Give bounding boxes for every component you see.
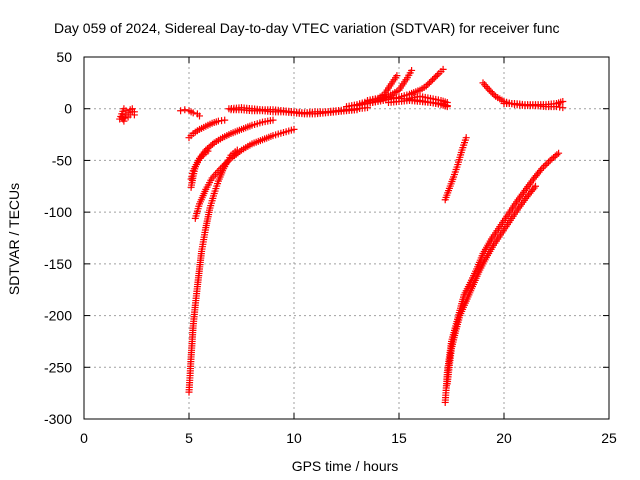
data-point	[462, 134, 470, 142]
data-point	[269, 116, 277, 124]
y-tick-label: -150	[44, 256, 72, 272]
data-segment	[500, 97, 567, 109]
x-tick-label: 25	[601, 430, 617, 446]
x-tick-label: 0	[80, 430, 88, 446]
data-point	[479, 79, 487, 87]
data-point	[177, 107, 185, 115]
data-point	[487, 88, 495, 96]
data-point	[196, 112, 203, 120]
data-series	[116, 65, 567, 406]
x-tick-label: 10	[286, 430, 302, 446]
data-point	[553, 151, 561, 159]
data-point	[408, 66, 416, 74]
data-segment	[187, 147, 212, 183]
x-tick-label: 20	[496, 430, 512, 446]
data-segment	[185, 146, 241, 396]
data-point	[121, 114, 129, 122]
data-point	[481, 81, 489, 89]
data-point	[485, 86, 493, 94]
grid-lines	[84, 57, 609, 419]
data-point	[482, 82, 490, 90]
data-segment	[185, 116, 229, 142]
data-point	[427, 77, 435, 85]
y-tick-label: -200	[44, 308, 72, 324]
data-segment	[343, 72, 401, 111]
data-point	[432, 73, 440, 81]
y-tick-label: 0	[64, 101, 72, 117]
data-point	[290, 125, 298, 133]
data-point	[181, 106, 189, 114]
data-point	[490, 91, 498, 99]
data-segment	[406, 92, 451, 107]
data-point	[539, 163, 547, 171]
y-tick-label: -50	[52, 152, 72, 168]
data-segment	[353, 66, 416, 110]
data-point	[530, 184, 538, 192]
data-point	[430, 74, 438, 82]
chart-title: Day 059 of 2024, Sidereal Day-to-day VTE…	[54, 20, 560, 36]
data-point	[433, 71, 441, 79]
data-point	[204, 147, 212, 155]
data-point	[429, 76, 437, 84]
data-point	[393, 72, 401, 80]
data-point	[425, 79, 433, 87]
data-point	[559, 104, 567, 112]
y-tick-label: 50	[56, 49, 72, 65]
x-axis-title: GPS time / hours	[292, 458, 399, 474]
y-tick-label: -300	[44, 411, 72, 427]
data-point	[189, 109, 197, 117]
y-tick-label: -250	[44, 359, 72, 375]
y-axis-title: SDTVAR / TECUs	[6, 183, 22, 295]
x-tick-label: 15	[391, 430, 407, 446]
data-point	[559, 97, 567, 105]
data-segment	[441, 134, 470, 204]
data-point	[443, 99, 451, 107]
data-point	[536, 166, 544, 174]
data-point	[543, 160, 551, 168]
data-segment	[191, 125, 298, 222]
axis-ticks: 0 5 10 15 20 25 -300 -250 -200 -150 -100 -50 0 50	[44, 49, 617, 446]
data-point	[130, 111, 138, 119]
plot-frame	[83, 56, 610, 420]
data-point	[488, 89, 496, 97]
data-point	[541, 161, 549, 169]
data-point	[424, 80, 432, 88]
data-segment	[118, 108, 138, 125]
data-point	[221, 116, 229, 124]
data-segment	[441, 149, 563, 406]
data-point	[545, 158, 553, 166]
data-segment	[177, 106, 203, 120]
data-point	[422, 82, 430, 90]
data-point	[538, 165, 546, 173]
data-point	[555, 149, 563, 157]
data-point	[120, 117, 128, 125]
data-point	[484, 84, 492, 92]
y-tick-label: -100	[44, 204, 72, 220]
data-point	[532, 182, 539, 190]
data-segment	[227, 106, 361, 118]
data-point	[439, 65, 447, 73]
data-segment	[443, 182, 539, 388]
x-tick-label: 5	[185, 430, 193, 446]
data-point	[209, 140, 217, 148]
data-point	[233, 146, 241, 154]
